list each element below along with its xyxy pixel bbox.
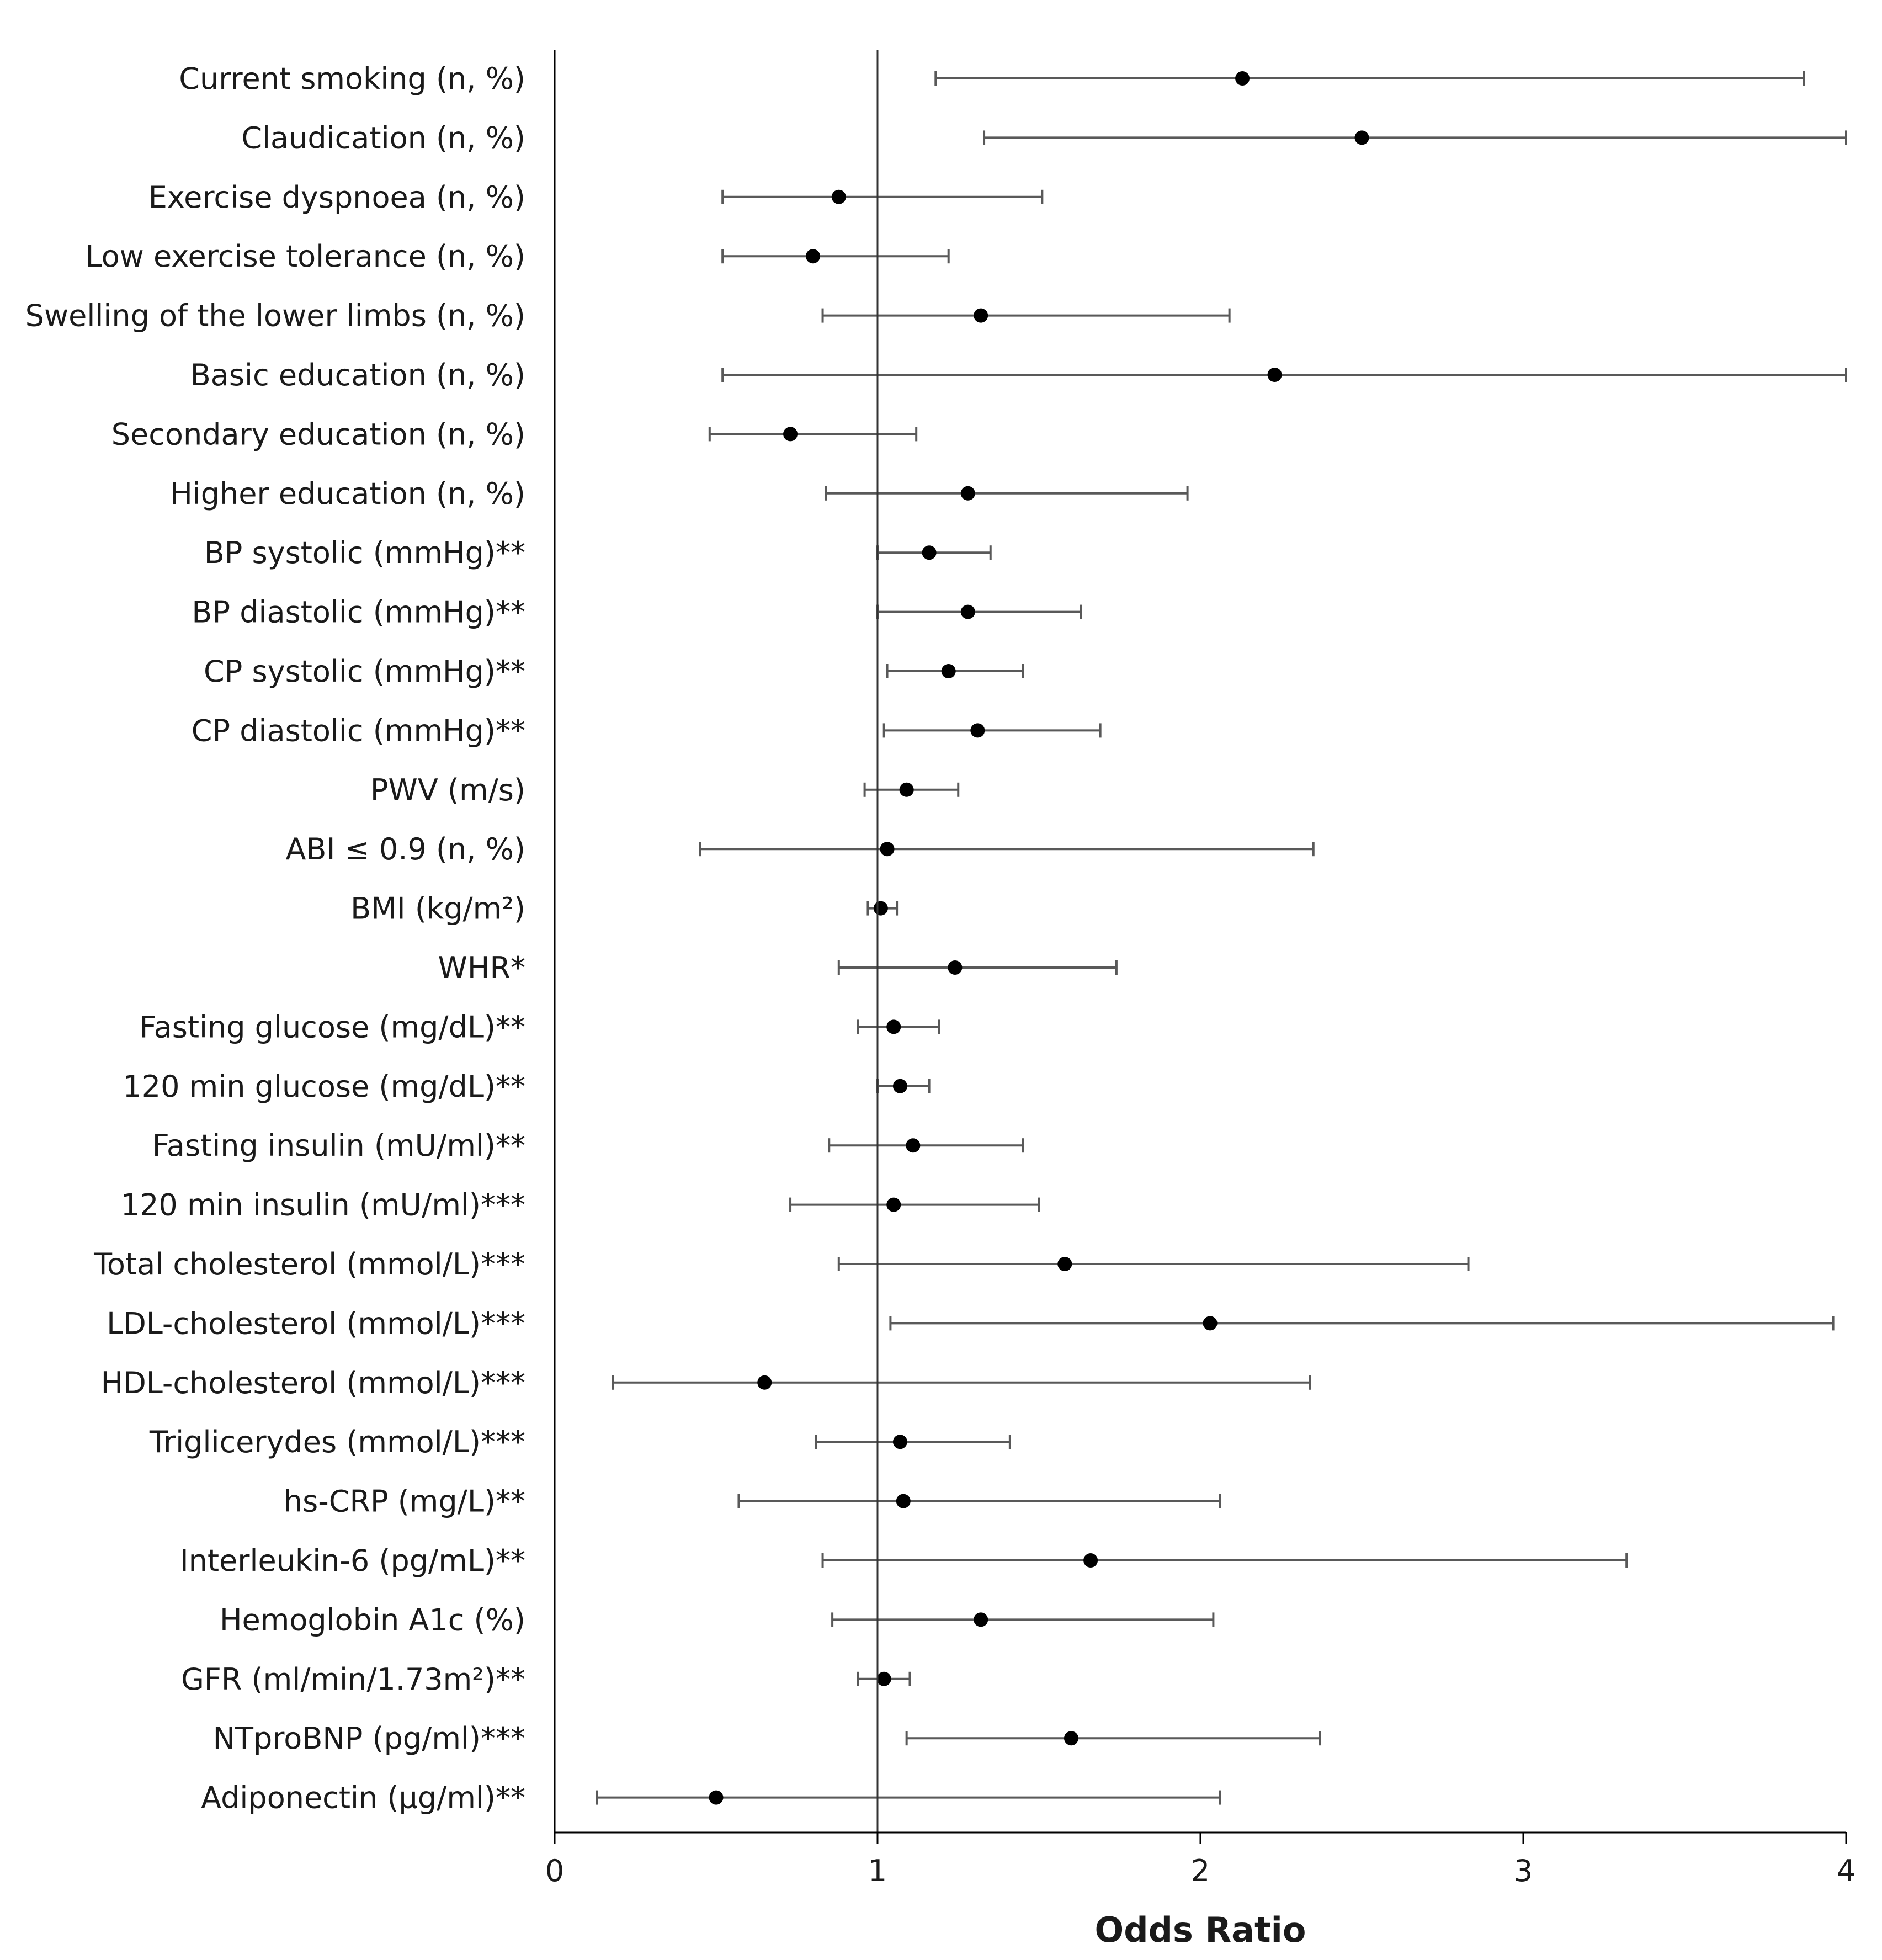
- category-label: GFR (ml/min/1.73m²)**: [181, 1662, 525, 1697]
- category-label: BP systolic (mmHg)**: [204, 535, 525, 570]
- category-label: Hemoglobin A1c (%): [220, 1602, 525, 1637]
- odds-ratio-point: [1203, 1316, 1218, 1331]
- odds-ratio-point: [709, 1790, 724, 1805]
- odds-ratio-point: [906, 1138, 921, 1153]
- row-28: GFR (ml/min/1.73m²)**: [181, 1662, 911, 1697]
- row-20: 120 min insulin (mU/ml)***: [121, 1188, 1040, 1223]
- row-18: 120 min glucose (mg/dL)**: [123, 1069, 931, 1104]
- category-label: Swelling of the lower limbs (n, %): [25, 299, 525, 333]
- category-label: Total cholesterol (mmol/L)***: [93, 1247, 525, 1282]
- odds-ratio-point: [941, 664, 956, 678]
- row-19: Fasting insulin (mU/ml)**: [152, 1128, 1024, 1163]
- category-label: Fasting glucose (mg/dL)**: [140, 1010, 526, 1044]
- row-8: Higher education (n, %): [170, 476, 1189, 511]
- row-4: Low exercise tolerance (n, %): [85, 239, 950, 274]
- row-25: hs-CRP (mg/L)**: [284, 1484, 1221, 1519]
- category-label: Exercise dyspnoea (n, %): [148, 180, 525, 215]
- row-13: PWV (m/s): [370, 773, 960, 808]
- row-27: Hemoglobin A1c (%): [220, 1602, 1215, 1637]
- category-label: Low exercise tolerance (n, %): [85, 239, 525, 274]
- category-label: BP diastolic (mmHg)**: [192, 595, 525, 630]
- row-9: BP systolic (mmHg)**: [204, 535, 992, 570]
- odds-ratio-point: [1064, 1731, 1078, 1746]
- row-26: Interleukin-6 (pg/mL)**: [180, 1543, 1628, 1578]
- rows-layer: Current smoking (n, %) Claudication (n, %…: [25, 61, 1847, 1815]
- odds-ratio-point: [1083, 1553, 1098, 1568]
- category-label: WHR*: [438, 950, 525, 985]
- odds-ratio-point: [886, 1197, 901, 1212]
- row-2: Claudication (n, %): [241, 120, 1847, 155]
- x-tick-label-2: 2: [1191, 1853, 1210, 1888]
- category-label: Triglicerydes (mmol/L)***: [149, 1425, 525, 1459]
- category-label: 120 min glucose (mg/dL)**: [123, 1069, 525, 1104]
- category-label: Higher education (n, %): [170, 476, 525, 511]
- category-label: NTproBNP (pg/ml)***: [213, 1721, 525, 1756]
- odds-ratio-point: [806, 249, 820, 264]
- x-tick-label-0: 0: [545, 1853, 564, 1888]
- x-tick-label-3: 3: [1514, 1853, 1533, 1888]
- category-label: Current smoking (n, %): [179, 61, 525, 96]
- odds-ratio-point: [873, 901, 888, 916]
- row-11: CP systolic (mmHg)**: [204, 654, 1024, 689]
- row-3: Exercise dyspnoea (n, %): [148, 180, 1044, 215]
- category-label: Adiponectin (µg/ml)**: [201, 1781, 525, 1815]
- row-6: Basic education (n, %): [190, 358, 1847, 392]
- odds-ratio-point: [880, 842, 895, 857]
- odds-ratio-point: [892, 1079, 907, 1093]
- row-10: BP diastolic (mmHg)**: [192, 595, 1082, 630]
- odds-ratio-point: [876, 1671, 891, 1686]
- row-7: Secondary education (n, %): [111, 417, 918, 452]
- row-5: Swelling of the lower limbs (n, %): [25, 299, 1231, 333]
- category-label: CP systolic (mmHg)**: [204, 654, 525, 689]
- odds-ratio-point: [960, 604, 975, 619]
- row-16: WHR*: [438, 950, 1118, 985]
- row-29: NTproBNP (pg/ml)***: [213, 1721, 1321, 1756]
- category-label: BMI (kg/m²): [350, 891, 525, 926]
- odds-ratio-point: [1354, 130, 1369, 145]
- odds-ratio-point: [1235, 71, 1250, 86]
- odds-ratio-point: [899, 782, 914, 797]
- odds-ratio-point: [892, 1435, 907, 1449]
- category-label: Fasting insulin (mU/ml)**: [152, 1128, 525, 1163]
- odds-ratio-point: [896, 1494, 911, 1508]
- odds-ratio-point: [1057, 1257, 1072, 1271]
- category-label: ABI ≤ 0.9 (n, %): [285, 832, 525, 867]
- odds-ratio-point: [886, 1019, 901, 1034]
- row-15: BMI (kg/m²): [350, 891, 899, 926]
- row-24: Triglicerydes (mmol/L)***: [149, 1425, 1011, 1459]
- row-22: LDL-cholesterol (mmol/L)***: [107, 1306, 1835, 1341]
- odds-ratio-point: [970, 723, 985, 738]
- odds-ratio-point: [922, 545, 937, 560]
- odds-ratio-point: [974, 1612, 988, 1627]
- category-label: CP diastolic (mmHg)**: [192, 713, 525, 748]
- row-30: Adiponectin (µg/ml)**: [201, 1781, 1221, 1815]
- category-label: Secondary education (n, %): [111, 417, 525, 452]
- odds-ratio-point: [960, 486, 975, 501]
- odds-ratio-point: [974, 308, 988, 323]
- category-label: LDL-cholesterol (mmol/L)***: [107, 1306, 525, 1341]
- row-21: Total cholesterol (mmol/L)***: [93, 1247, 1470, 1282]
- row-23: HDL-cholesterol (mmol/L)***: [101, 1366, 1311, 1400]
- row-14: ABI ≤ 0.9 (n, %): [285, 832, 1315, 867]
- row-1: Current smoking (n, %): [179, 61, 1805, 96]
- odds-ratio-point: [783, 427, 798, 442]
- category-label: hs-CRP (mg/L)**: [284, 1484, 525, 1519]
- odds-ratio-point: [757, 1375, 772, 1390]
- x-tick-label-1: 1: [868, 1853, 887, 1888]
- axis-layer: 0 1 2 3 4: [545, 50, 1856, 1888]
- category-label: HDL-cholesterol (mmol/L)***: [101, 1366, 525, 1400]
- category-label: Interleukin-6 (pg/mL)**: [180, 1543, 525, 1578]
- odds-ratio-point: [948, 960, 963, 975]
- odds-ratio-point: [1267, 368, 1282, 382]
- category-label: Basic education (n, %): [190, 358, 525, 392]
- category-label: PWV (m/s): [370, 773, 525, 808]
- x-tick-label-4: 4: [1837, 1853, 1856, 1888]
- x-axis-title: Odds Ratio: [1094, 1910, 1306, 1950]
- category-label: Claudication (n, %): [241, 120, 525, 155]
- odds-ratio-point: [831, 189, 846, 204]
- row-17: Fasting glucose (mg/dL)**: [140, 1010, 940, 1044]
- category-label: 120 min insulin (mU/ml)***: [121, 1188, 525, 1223]
- row-12: CP diastolic (mmHg)**: [192, 713, 1102, 748]
